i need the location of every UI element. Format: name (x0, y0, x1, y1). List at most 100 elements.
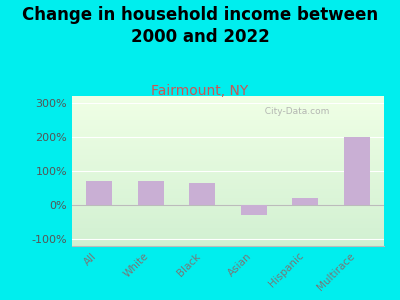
Bar (72, 165, 384, 166)
Bar (72, 219, 384, 220)
Bar (72, 196, 384, 198)
Bar (241, 205, 267, 215)
Bar (72, 214, 384, 216)
Bar (138, 181, 164, 205)
Bar (72, 135, 384, 136)
Bar (72, 103, 384, 105)
Bar (72, 186, 384, 188)
Bar (72, 156, 384, 158)
Text: Fairmount, NY: Fairmount, NY (151, 84, 249, 98)
Bar (72, 236, 384, 237)
Bar (72, 123, 384, 124)
Bar (72, 182, 384, 183)
Bar (72, 162, 384, 164)
Bar (72, 138, 384, 140)
Bar (72, 180, 384, 182)
Bar (72, 117, 384, 118)
Bar (72, 120, 384, 122)
Bar (72, 231, 384, 232)
Bar (72, 200, 384, 201)
Bar (72, 204, 384, 206)
Bar (72, 129, 384, 130)
Bar (72, 164, 384, 165)
Bar (72, 96, 384, 98)
Bar (72, 99, 384, 100)
Bar (72, 189, 384, 190)
Bar (72, 147, 384, 148)
Bar (72, 150, 384, 152)
Bar (72, 136, 384, 138)
Bar (72, 243, 384, 244)
Bar (72, 110, 384, 111)
Bar (72, 141, 384, 142)
Bar (72, 134, 384, 135)
Bar (72, 108, 384, 110)
Bar (72, 172, 384, 174)
Bar (72, 238, 384, 240)
Bar (72, 144, 384, 146)
Bar (72, 160, 384, 162)
Bar (72, 153, 384, 154)
Bar (189, 183, 215, 205)
Bar (72, 154, 384, 156)
Bar (72, 194, 384, 195)
Bar (72, 105, 384, 106)
Bar (72, 177, 384, 178)
Bar (72, 201, 384, 202)
Bar (72, 118, 384, 120)
Bar (72, 232, 384, 234)
Bar (72, 206, 384, 207)
Bar (72, 244, 384, 246)
Bar (72, 111, 384, 112)
Bar (72, 218, 384, 219)
Bar (72, 106, 384, 108)
Bar (72, 176, 384, 177)
Bar (72, 130, 384, 132)
Bar (72, 212, 384, 213)
Bar (72, 234, 384, 236)
Bar (72, 225, 384, 226)
Bar (72, 152, 384, 153)
Bar (72, 142, 384, 144)
Bar (72, 159, 384, 160)
Bar (72, 178, 384, 180)
Bar (72, 114, 384, 116)
Bar (72, 222, 384, 224)
Bar (72, 226, 384, 228)
Bar (72, 224, 384, 225)
Bar (72, 146, 384, 147)
Bar (72, 210, 384, 212)
Bar (72, 216, 384, 218)
Bar (72, 100, 384, 102)
Bar (72, 240, 384, 242)
Bar (344, 137, 370, 205)
Bar (72, 158, 384, 159)
Bar (72, 198, 384, 200)
Bar (72, 202, 384, 204)
Bar (72, 171, 384, 172)
Bar (72, 213, 384, 214)
Bar (72, 237, 384, 238)
Text: City-Data.com: City-Data.com (259, 106, 330, 116)
Bar (72, 112, 384, 114)
Bar (72, 208, 384, 210)
Bar (72, 124, 384, 126)
Bar (72, 192, 384, 194)
Bar (72, 190, 384, 192)
Bar (72, 102, 384, 104)
Bar (72, 132, 384, 134)
Bar (72, 220, 384, 222)
Bar (72, 242, 384, 243)
Bar (72, 167, 384, 168)
Bar (72, 116, 384, 117)
Bar (72, 183, 384, 184)
Bar (72, 169, 384, 171)
Bar (72, 195, 384, 196)
Bar (72, 126, 384, 128)
Text: Change in household income between
2000 and 2022: Change in household income between 2000 … (22, 6, 378, 46)
Bar (72, 188, 384, 189)
Bar (86, 181, 112, 205)
Bar (72, 98, 384, 99)
Bar (72, 184, 384, 186)
Bar (72, 228, 384, 230)
